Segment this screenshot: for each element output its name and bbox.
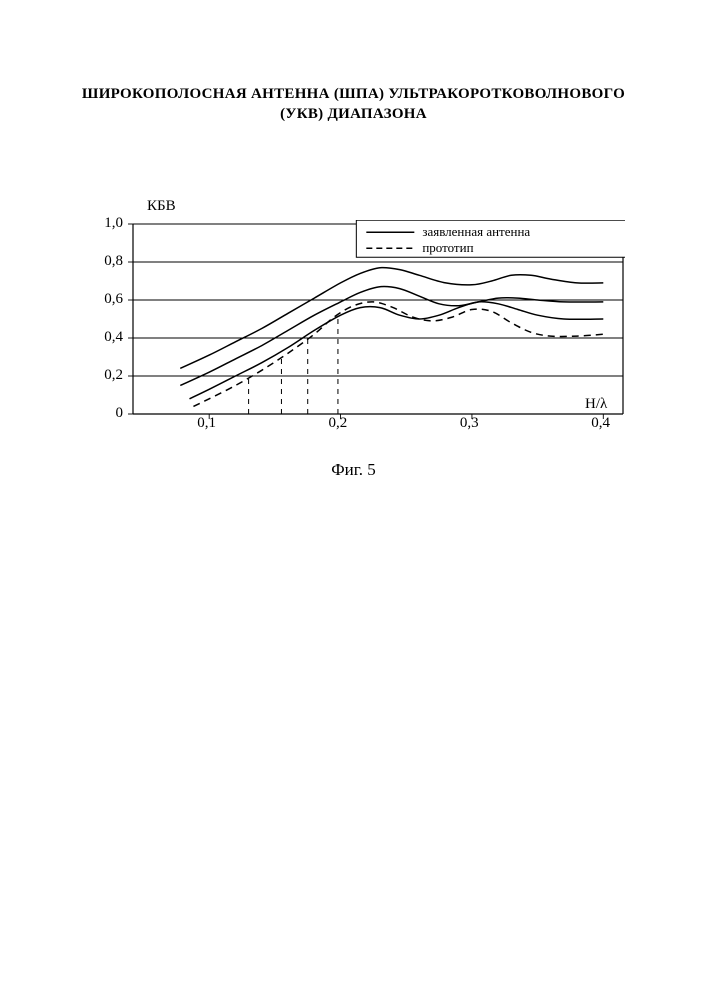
- y-axis-label: КБВ: [147, 198, 176, 215]
- title-line-1: ШИРОКОПОЛОСНАЯ АНТЕННА (ШПА) УЛЬТРАКОРОТ…: [82, 86, 625, 102]
- y-tick-label: 0: [116, 405, 124, 422]
- y-tick-label: 1,0: [104, 215, 123, 232]
- legend-dashed-label: прототип: [422, 240, 473, 255]
- y-tick-label: 0,6: [104, 291, 123, 308]
- x-tick-label: 0,2: [329, 415, 348, 432]
- y-tick-label: 0,2: [104, 367, 123, 384]
- y-tick-label: 0,4: [104, 329, 123, 346]
- x-axis-label: H/λ: [585, 396, 607, 413]
- x-tick-label: 0,1: [197, 415, 216, 432]
- chart-container: КБВ заявленная антеннапрототип H/λ 00,20…: [85, 220, 625, 450]
- figure-caption: Фиг. 5: [0, 460, 707, 480]
- x-tick-label: 0,4: [591, 415, 610, 432]
- page-title: ШИРОКОПОЛОСНАЯ АНТЕННА (ШПА) УЛЬТРАКОРОТ…: [0, 84, 707, 125]
- x-tick-label: 0,3: [460, 415, 479, 432]
- legend-solid-label: заявленная антенна: [422, 224, 530, 239]
- line-chart: заявленная антеннапрототип: [85, 220, 625, 450]
- title-line-2: (УКВ) ДИАПАЗОНА: [280, 106, 427, 122]
- y-tick-label: 0,8: [104, 253, 123, 270]
